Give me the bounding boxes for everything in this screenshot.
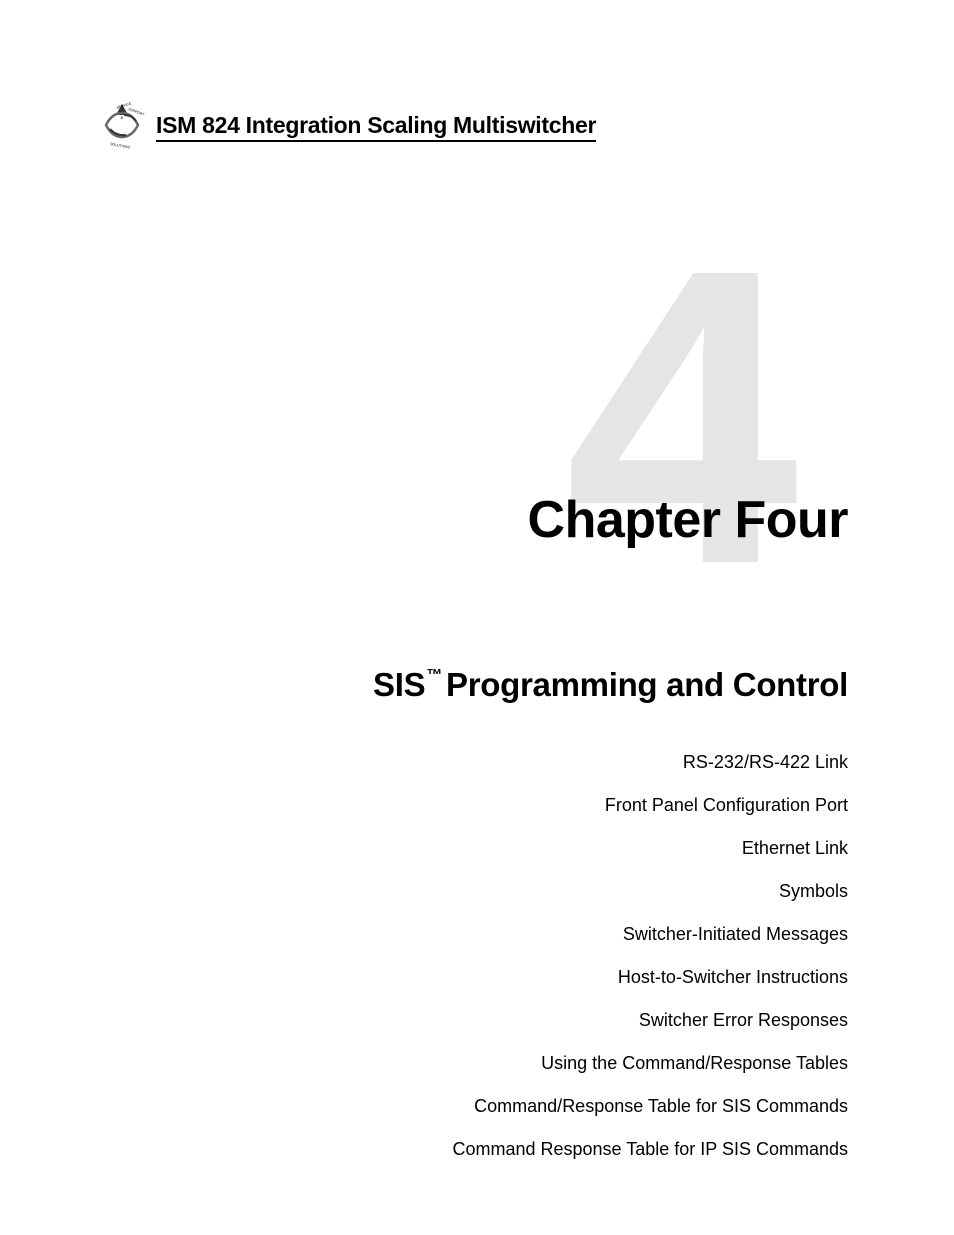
section-title-suffix: Programming and Control bbox=[446, 666, 848, 703]
chapter-title: Chapter Four bbox=[528, 490, 848, 550]
toc-item: Ethernet Link bbox=[452, 838, 848, 859]
header-title: ISM 824 Integration Scaling Multiswitche… bbox=[156, 112, 596, 142]
section-title: SIS™Programming and Control bbox=[373, 666, 848, 704]
company-logo-icon: SERVICE SUPPORT 3 SOLUTIONS bbox=[98, 101, 146, 149]
document-header: SERVICE SUPPORT 3 SOLUTIONS ISM 824 Inte… bbox=[98, 105, 596, 149]
section-title-prefix: SIS bbox=[373, 666, 425, 703]
toc-item: Host-to-Switcher Instructions bbox=[452, 967, 848, 988]
table-of-contents: RS-232/RS-422 Link Front Panel Configura… bbox=[452, 752, 848, 1182]
trademark-symbol: ™ bbox=[426, 667, 442, 684]
svg-text:3: 3 bbox=[121, 115, 124, 120]
toc-item: Switcher Error Responses bbox=[452, 1010, 848, 1031]
chapter-number-watermark: 4 bbox=[565, 208, 779, 628]
toc-item: Switcher-Initiated Messages bbox=[452, 924, 848, 945]
toc-item: Using the Command/Response Tables bbox=[452, 1053, 848, 1074]
svg-text:SOLUTIONS: SOLUTIONS bbox=[110, 142, 131, 149]
toc-item: Command/Response Table for SIS Commands bbox=[452, 1096, 848, 1117]
toc-item: Command Response Table for IP SIS Comman… bbox=[452, 1139, 848, 1160]
toc-item: RS-232/RS-422 Link bbox=[452, 752, 848, 773]
toc-item: Front Panel Configuration Port bbox=[452, 795, 848, 816]
toc-item: Symbols bbox=[452, 881, 848, 902]
